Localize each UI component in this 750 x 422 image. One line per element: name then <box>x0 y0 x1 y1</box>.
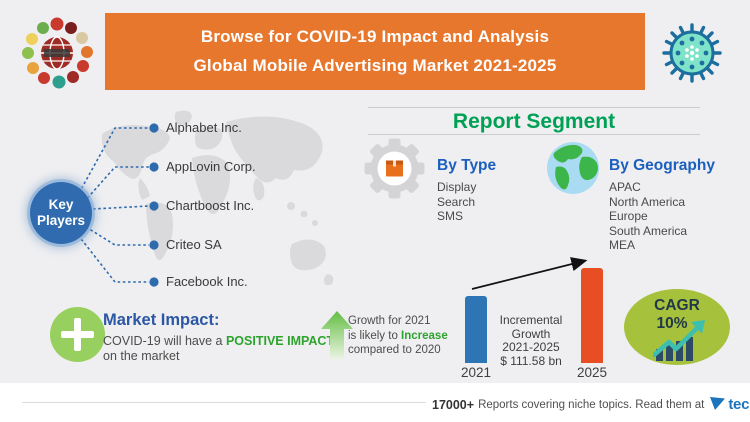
player-bullets <box>149 123 159 287</box>
header-title-line1: Browse for COVID-19 Impact and Analysis <box>200 27 550 46</box>
player-alphabet: Alphabet Inc. <box>166 120 242 135</box>
bar-label-2025: 2025 <box>576 365 608 380</box>
type-item: SMS <box>437 209 464 224</box>
by-geography-list: APAC North America Europe South America … <box>609 180 687 253</box>
technavio-logo[interactable]: technavio <box>710 396 750 413</box>
globe-core <box>41 36 73 70</box>
player-facebook: Facebook Inc. <box>166 274 248 289</box>
key-players-badge: Key Players <box>30 182 92 244</box>
bar-2021 <box>465 296 487 363</box>
geo-item: MEA <box>609 238 636 253</box>
by-type-list: Display Search SMS <box>437 180 476 224</box>
market-impact-highlight: POSITIVE IMPACT <box>225 334 335 348</box>
growth-increase-highlight: Increase <box>401 329 448 342</box>
type-item: Search <box>437 194 476 209</box>
up-arrow-icon <box>321 311 353 359</box>
bar-label-2021: 2021 <box>460 365 492 380</box>
player-applovin: AppLovin Corp. <box>166 159 256 174</box>
world-map <box>101 110 334 286</box>
header-title-line2: Global Mobile Advertising Market 2021-20… <box>193 56 557 75</box>
by-type-heading: By Type <box>437 157 497 174</box>
growth-note-line1: Growth for 2021 <box>348 315 431 327</box>
footer-text: 17000+ Reports covering niche topics. Re… <box>432 396 750 413</box>
player-chartboost: Chartboost Inc. <box>166 198 255 213</box>
geo-item: South America <box>609 223 688 238</box>
market-impact-body: COVID-19 will have a POSITIVE IMPACT on … <box>103 334 343 364</box>
report-segment-bottom-rule <box>368 134 700 135</box>
geo-item: APAC <box>609 180 641 194</box>
report-segment-title: Report Segment <box>452 110 616 133</box>
covid-globe-icon <box>22 17 93 89</box>
geo-item: Europe <box>609 209 648 224</box>
plus-circle-icon <box>50 307 105 362</box>
header-banner: Browse for COVID-19 Impact and Analysis … <box>105 13 645 90</box>
growth-note-line2: is likely to Increase <box>348 329 448 342</box>
growth-trend-arrow <box>471 257 588 290</box>
market-impact-suffix: on the market <box>103 349 180 363</box>
by-geography-heading: By Geography <box>609 157 715 174</box>
market-impact-title: Market Impact: <box>103 311 220 329</box>
market-impact-prefix: COVID-19 will have a <box>103 334 226 348</box>
globe-icon <box>547 142 599 194</box>
bar-2025 <box>581 268 603 363</box>
cagr-label: CAGR <box>654 297 700 314</box>
virus-icon <box>662 23 722 83</box>
virus-spikes <box>662 23 722 83</box>
type-item: Display <box>437 180 477 194</box>
virus-petals <box>22 17 93 89</box>
virus-center-dots <box>685 45 699 61</box>
package-box <box>386 160 403 177</box>
gear-package-icon <box>364 138 425 199</box>
technavio-arrow-icon <box>710 397 726 410</box>
cagr-value: 10% <box>656 315 688 332</box>
virus-inner-dots <box>675 36 709 70</box>
geo-item: North America <box>609 194 686 209</box>
growth-note: Growth for 2021 is likely to Increase co… <box>348 314 448 358</box>
incremental-growth-annotation: Incremental Growth 2021-2025 $ 111.58 bn <box>499 313 563 368</box>
key-players-label: Key Players <box>36 197 86 228</box>
brand-tech: tech <box>728 396 750 413</box>
footer-rule <box>22 402 426 403</box>
growth-note-line3: compared to 2020 <box>348 344 441 357</box>
footer-report-count: 17000+ <box>432 397 475 412</box>
player-criteo: Criteo SA <box>166 237 222 252</box>
footer-tagline: Reports covering niche topics. Read them… <box>478 398 705 411</box>
growth-chart-icon <box>653 320 705 361</box>
report-segment-top-rule <box>368 107 700 108</box>
